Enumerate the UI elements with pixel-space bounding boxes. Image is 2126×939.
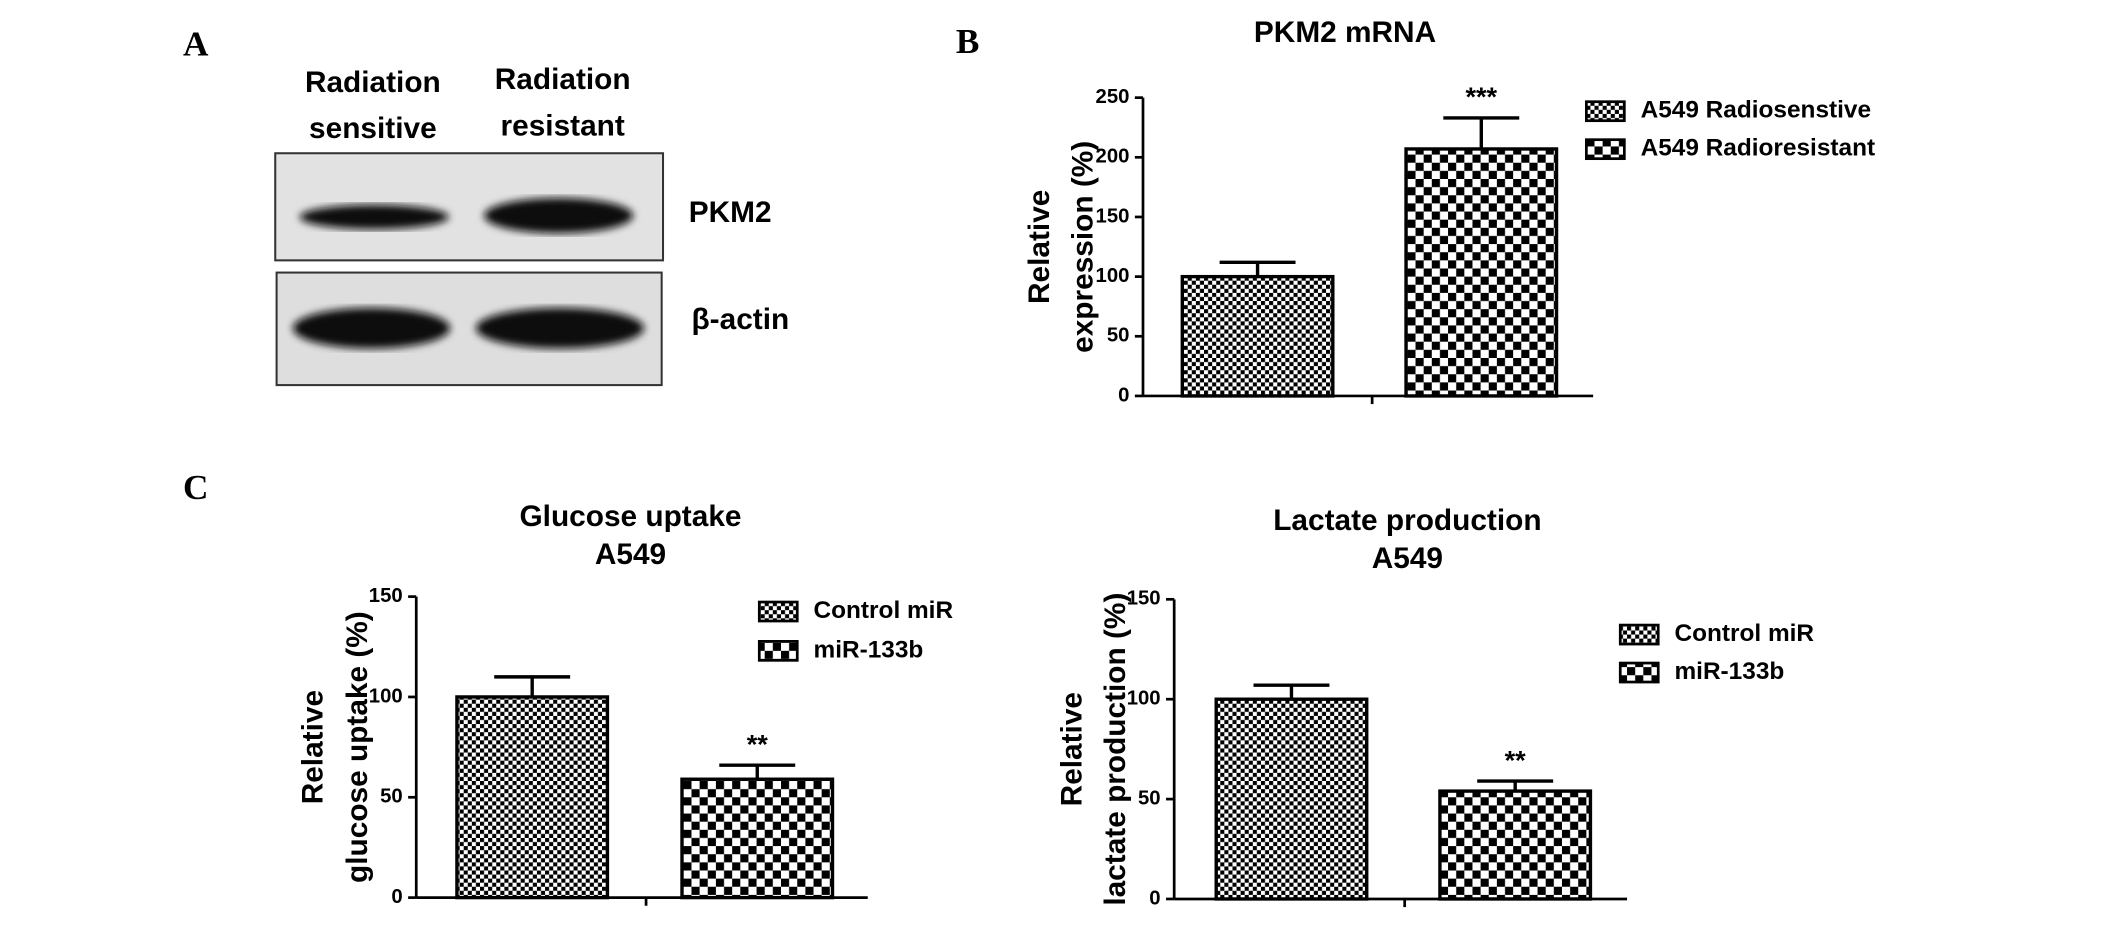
significance-label: ** — [1505, 744, 1527, 775]
band — [292, 307, 451, 349]
bar — [680, 777, 835, 900]
y-tick-label: 0 — [391, 886, 402, 908]
bar — [1214, 697, 1369, 901]
y-tick-label: 250 — [1096, 86, 1130, 108]
y-tick-label: 100 — [369, 685, 403, 707]
y-axis-label: Relative — [1056, 692, 1089, 806]
legend-swatch — [1585, 138, 1626, 161]
y-tick-label: 100 — [1096, 265, 1130, 287]
legend-swatch — [1618, 623, 1660, 646]
y-tick-label: 150 — [1096, 205, 1130, 227]
panel-letter: C — [183, 468, 208, 507]
y-tick-label: 50 — [1107, 325, 1130, 347]
y-axis-label: Relative — [296, 690, 329, 804]
legend-label: miR-133b — [1674, 658, 1784, 685]
y-tick-label: 50 — [1138, 787, 1161, 809]
band — [484, 197, 634, 234]
legend-swatch — [757, 600, 799, 623]
legend-label: A549 Radioresistant — [1641, 135, 1876, 162]
bar — [1404, 147, 1559, 398]
band — [475, 307, 645, 349]
bar — [1438, 789, 1593, 901]
legend-label: A549 Radiosenstive — [1641, 97, 1871, 124]
y-tick-label: 150 — [369, 585, 403, 607]
panel-letter: A — [183, 25, 209, 64]
y-axis-label: Relative — [1023, 190, 1056, 304]
legend-swatch — [1585, 100, 1626, 123]
chart-title: A549 — [1372, 542, 1443, 575]
y-tick-label: 0 — [1118, 384, 1129, 406]
legend-label: miR-133b — [814, 636, 924, 663]
y-tick-label: 0 — [1149, 887, 1160, 909]
chart: Glucose uptake A549 Relative glucose uptake… — [296, 500, 953, 908]
chart-title: PKM2 mRNA — [1254, 16, 1436, 49]
y-tick-label: 200 — [1096, 146, 1130, 168]
chart-title: Lactate production — [1273, 504, 1541, 537]
y-tick-label: 100 — [1127, 688, 1161, 710]
y-axis-label: glucose uptake (%) — [341, 611, 374, 883]
y-axis-label: expression (%) — [1067, 141, 1100, 353]
y-axis-label: lactate production (%) — [1099, 593, 1132, 906]
row-label: β-actin — [691, 303, 789, 336]
legend-label: Control miR — [814, 597, 954, 624]
panel-letter: B — [956, 22, 980, 61]
legend-swatch — [1618, 661, 1660, 684]
bar — [1180, 274, 1335, 398]
column-label: resistant — [501, 109, 625, 142]
significance-label: ** — [747, 728, 769, 759]
y-tick-label: 150 — [1127, 588, 1161, 610]
chart: Lactate production A549 Relative lactate pr… — [1056, 504, 1815, 909]
bar — [455, 695, 610, 900]
column-label: Radiation — [305, 66, 441, 99]
chart-title: Glucose uptake — [519, 500, 741, 533]
chart-title: A549 — [595, 538, 666, 571]
column-label: Radiation — [495, 63, 631, 96]
row-label: PKM2 — [689, 196, 772, 229]
band — [299, 204, 449, 230]
legend-swatch — [757, 640, 799, 662]
legend-label: Control miR — [1674, 620, 1814, 647]
chart: PKM2 mRNA Relative expression (%) 0 50 100 150… — [1023, 16, 1875, 407]
column-label: sensitive — [309, 112, 437, 145]
y-tick-label: 50 — [380, 786, 403, 808]
significance-label: *** — [1465, 81, 1497, 112]
western-blot: Radiation sensitive Radiation resistant … — [274, 63, 789, 387]
